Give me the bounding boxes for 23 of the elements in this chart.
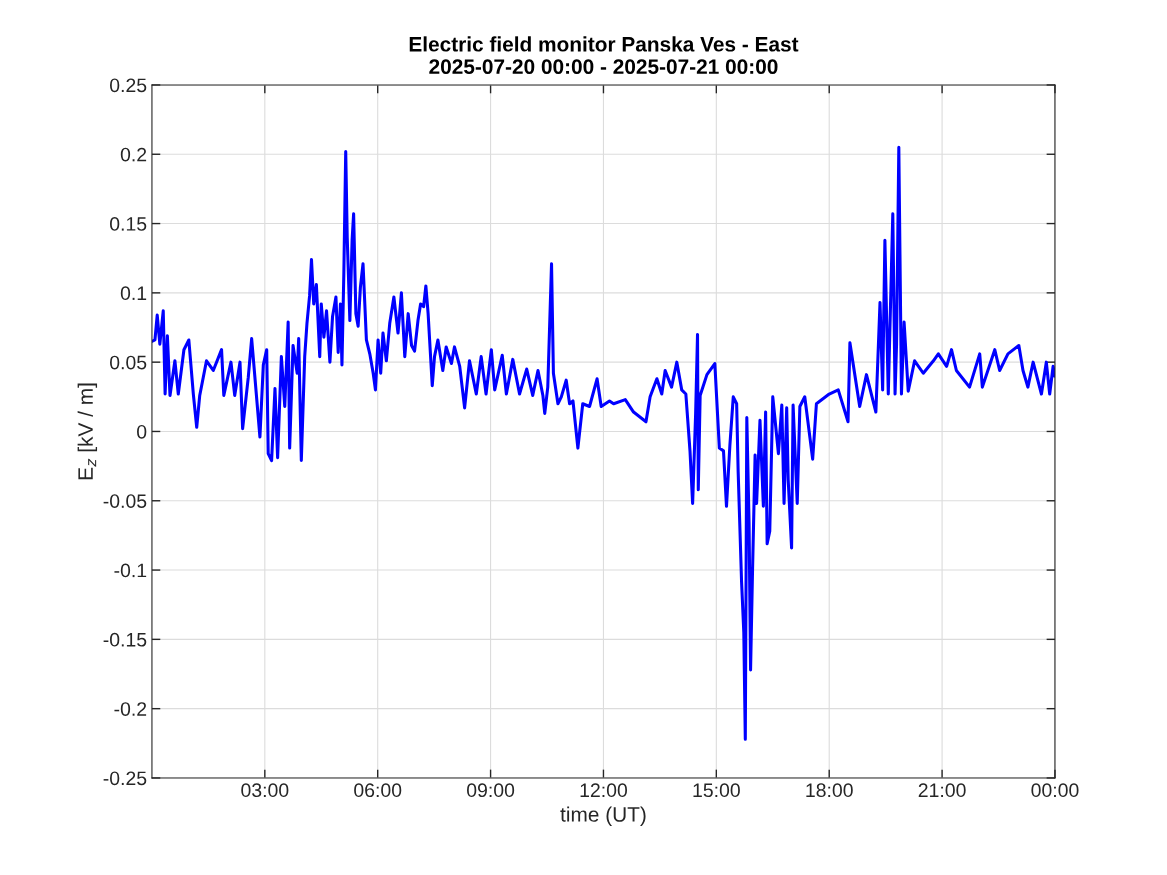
x-tick-label: 12:00 [580,783,628,798]
y-tick-label: -0.05 [103,494,147,508]
y-tick-label: 0 [137,424,147,439]
y-tick-label: 0.15 [110,217,147,231]
y-tick-label: 0.2 [120,147,147,162]
y-tick-label: -0.25 [103,771,147,786]
y-tick-label: -0.2 [114,702,147,716]
y-tick-label: -0.15 [103,632,147,647]
x-tick-label: 18:00 [806,783,853,798]
x-tick-label: 06:00 [354,783,402,798]
x-axis-title: time (UT) [560,806,646,826]
y-axis-title: E$_{z}$ [kV / m] [77,383,98,480]
x-tick-label: 15:00 [693,783,740,798]
x-tick-label: 03:00 [241,783,289,798]
x-tick-label: 00:00 [1031,783,1079,798]
chart-title: Electric field monitor Panska Ves - East 2025-07-20 00:00 - 2025-07-21 00:00 [409,36,799,75]
x-tick-label: 09:00 [467,783,515,798]
y-tick-label: 0.1 [120,286,147,301]
y-tick-label: -0.1 [114,563,147,578]
y-tick-label: 0.25 [110,78,147,93]
line-series [151,145,1055,741]
y-tick-label: 0.05 [110,355,147,370]
x-tick-label: 21:00 [918,783,966,798]
